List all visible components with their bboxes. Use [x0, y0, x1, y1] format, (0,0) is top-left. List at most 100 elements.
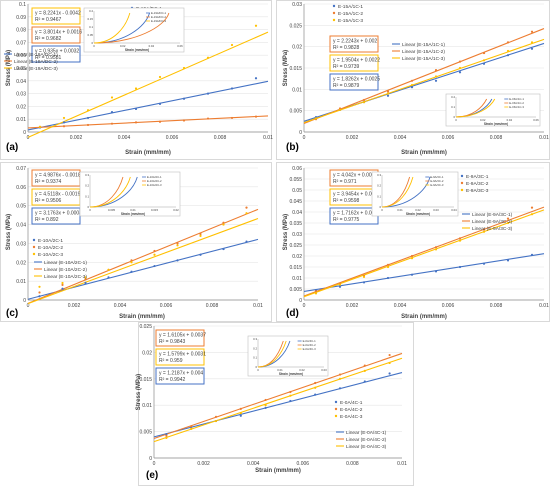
x-tick-label: 0.01: [397, 461, 407, 467]
equation-box: [155, 367, 205, 385]
y-tick-label: 0.045: [289, 199, 302, 205]
x-tick-label: 0: [303, 303, 306, 309]
data-point: [410, 79, 414, 82]
x-tick-label: 0.01: [539, 303, 549, 309]
data-point: [482, 51, 486, 55]
equation-box: [329, 54, 379, 72]
data-point: [363, 380, 366, 383]
inset-legend-label: E-9A/3C-2: [430, 179, 444, 183]
panel-b: 0 0.005 0.01 0.015 0.02 0.025 0.03 0 0.002 0.004 0…: [276, 0, 550, 160]
data-point: [222, 247, 225, 251]
inset-legend-label: E-0A/4C-1: [303, 339, 317, 343]
data-point: [61, 283, 64, 287]
data-point: [206, 56, 210, 59]
data-point: [264, 404, 267, 407]
inset-y-tick-label: 0.3: [253, 337, 257, 341]
data-point: [153, 264, 156, 268]
data-point: [482, 228, 486, 231]
data-point: [230, 87, 234, 90]
data-point: [86, 123, 90, 127]
x-axis-title: Strain (mm/mm): [401, 314, 447, 320]
r-squared-text: R² = 0.9739: [333, 64, 359, 70]
inset-frame: [83, 7, 185, 53]
fit-legend-label: Linear (E-19A/DC-1): [14, 52, 58, 58]
data-point: [245, 212, 248, 215]
inset-legend-label: E-9A/3C-1: [430, 175, 444, 179]
r-squared-text: R² = 0.9581: [35, 55, 61, 61]
data-point: [530, 30, 534, 33]
data-point: [458, 71, 462, 74]
fit-legend-label: Linear (E-10A/2C-3): [44, 274, 87, 280]
y-tick-label: 0.005: [289, 287, 302, 293]
r-squared-text: R² = 0.9775: [333, 217, 359, 223]
data-point: [338, 373, 342, 376]
equation-box: [31, 7, 81, 25]
inset-y-tick-label: 0: [255, 365, 257, 369]
data-point: [84, 278, 87, 281]
data-point: [199, 232, 202, 236]
r-squared-text: R² = 0.9828: [333, 45, 359, 51]
inset-x-axis-title: Strain (mm/mm): [484, 122, 508, 126]
legend-label: E-10A/2C-1: [38, 238, 63, 244]
y-tick-label: 0: [23, 130, 26, 136]
inset-x-tick-label: 0.01: [277, 368, 283, 372]
inset-y-tick-label: 0.1: [85, 194, 89, 198]
inset-frame: [247, 335, 329, 377]
equation-text: y = 1.9504x + 0.0022: [333, 58, 380, 64]
legend-marker: [460, 188, 464, 192]
data-point: [289, 394, 292, 397]
legend-label: E-9A/3C-2: [466, 181, 489, 187]
data-point: [230, 116, 234, 120]
equation-text: y = 3.8014x + 0.0016: [35, 30, 82, 36]
data-point: [338, 283, 342, 286]
data-point: [506, 41, 510, 44]
y-tick-label: 0.02: [292, 254, 302, 260]
y-axis-title: Stress (MPa): [283, 50, 289, 86]
legend-label: E-0A/4C-2: [340, 407, 363, 413]
data-point: [130, 259, 133, 262]
fit-line: [153, 352, 403, 439]
data-point: [130, 261, 133, 264]
data-point: [230, 43, 234, 47]
data-point: [176, 259, 179, 262]
inset-legend-label: E-10A/2C-3: [147, 183, 162, 187]
inset-legend-label: E-10A/2C-2: [147, 179, 162, 183]
data-point: [239, 412, 242, 415]
data-point: [338, 285, 342, 288]
data-point: [134, 107, 138, 111]
data-point: [314, 290, 318, 293]
data-point: [158, 75, 162, 79]
data-point: [38, 285, 41, 288]
data-point: [530, 47, 534, 50]
fit-legend-label: Linear (E-0A/4C-2): [346, 437, 387, 443]
y-tick-label: 0: [149, 456, 152, 462]
equation-text: y = 1.2187x + 0.004: [159, 371, 203, 377]
fit-line: [303, 38, 545, 124]
y-tick-label: 0: [23, 298, 26, 304]
data-point: [530, 213, 534, 216]
inset-y-tick-label: 0: [87, 205, 89, 209]
y-tick-label: 0.05: [292, 188, 302, 194]
data-point: [338, 377, 342, 380]
data-point: [134, 121, 138, 124]
inset-legend-label: E-0A/4C-3: [303, 347, 317, 351]
data-point: [458, 60, 462, 63]
x-tick-label: 0.004: [247, 461, 260, 467]
equation-text: y = 8.2241x - 0.0042: [35, 11, 81, 17]
data-point: [530, 41, 534, 44]
data-point: [363, 369, 366, 372]
fit-legend-label: Linear (E-19A/DC-2): [14, 59, 58, 65]
data-point: [530, 253, 534, 256]
x-tick-label: 0.004: [394, 135, 407, 141]
y-tick-label: 0.06: [16, 53, 26, 59]
y-tick-label: 0.055: [289, 177, 302, 183]
y-tick-label: 0.03: [16, 92, 26, 98]
y-tick-label: 0.01: [292, 276, 302, 282]
inset-curve: [93, 12, 131, 44]
data-point: [458, 239, 462, 242]
y-tick-label: 0.015: [289, 265, 302, 271]
equation-text: y = 4.5118x - 0.0019: [35, 192, 81, 198]
data-point: [410, 86, 414, 89]
